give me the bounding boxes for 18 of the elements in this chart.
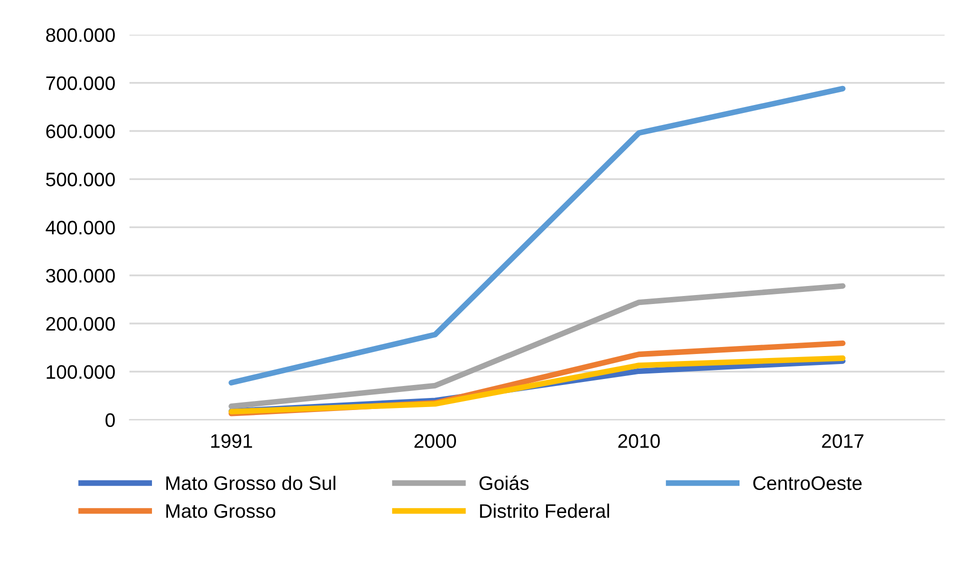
legend-label: Mato Grosso do Sul xyxy=(166,476,336,490)
y-tick-label: 600.000 xyxy=(46,124,115,138)
y-tick-label: 800.000 xyxy=(46,28,115,42)
legend-label: Mato Grosso xyxy=(166,504,276,518)
y-tick-label: 200.000 xyxy=(46,316,115,331)
y-tick-label: 100.000 xyxy=(46,365,115,379)
x-tick-label: 2000 xyxy=(414,434,456,448)
y-tick-label: 300.000 xyxy=(46,268,115,283)
x-tick-label: 2010 xyxy=(618,434,660,448)
y-tick-label: 0 xyxy=(106,413,115,428)
y-tick-label: 700.000 xyxy=(46,76,115,90)
y-tick-label: 500.000 xyxy=(46,172,115,186)
x-tick-label: 2017 xyxy=(822,434,864,448)
legend-label: Distrito Federal xyxy=(480,504,610,518)
legend-label: CentroOeste xyxy=(753,476,862,490)
x-tick-label: 1991 xyxy=(211,434,252,448)
legend-label: Goiás xyxy=(480,476,529,490)
y-tick-label: 400.000 xyxy=(46,220,115,234)
